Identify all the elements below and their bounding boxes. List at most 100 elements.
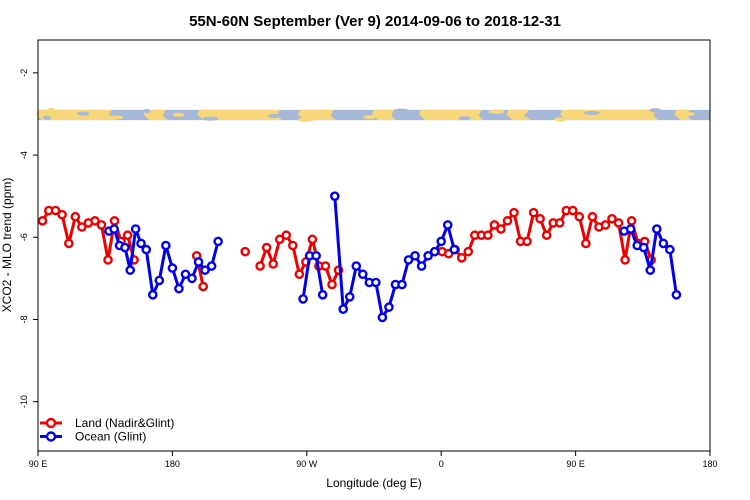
series-1-point-0-7 bbox=[141, 244, 152, 255]
series-0-point-0-3 bbox=[57, 209, 67, 220]
map-strip-patch-15 bbox=[524, 113, 533, 118]
series-0-point-3-8 bbox=[307, 234, 318, 245]
series-0-point-0-2 bbox=[50, 205, 61, 216]
map-strip-patch-4 bbox=[172, 112, 185, 117]
series-1-point-2-4 bbox=[357, 269, 368, 280]
series-0-point-0-9 bbox=[96, 220, 107, 230]
y-axis: -10 -8 -6 -4 -2 bbox=[19, 69, 38, 408]
series-1-point-0-14 bbox=[187, 273, 197, 284]
series-0-line-0 bbox=[41, 209, 136, 262]
legend: Land (Nadir&Glint)Ocean (Glint) bbox=[40, 416, 174, 444]
x-tick-label-4: 90 E bbox=[566, 459, 585, 469]
series-1-point-3-1 bbox=[625, 224, 636, 234]
series-0-point-4-7 bbox=[483, 230, 493, 241]
series-0-point-0-13 bbox=[122, 230, 133, 241]
map-strip-patch-13 bbox=[458, 116, 471, 121]
series-0-point-3-1 bbox=[261, 242, 272, 253]
series-1-line-3 bbox=[623, 227, 678, 296]
series-0-point-3-5 bbox=[287, 240, 298, 251]
y-tick-label-2: -6 bbox=[19, 233, 29, 241]
series-1-point-0-8 bbox=[147, 290, 158, 300]
series-0-point-4-23 bbox=[587, 211, 598, 222]
series-0 bbox=[37, 205, 657, 292]
series-0-point-3-0 bbox=[255, 261, 265, 271]
series-0-point-4-11 bbox=[509, 207, 519, 218]
x-tick-label-0: 90 E bbox=[29, 459, 48, 469]
series-1-point-3-3 bbox=[638, 242, 649, 253]
series-1-point-2-11 bbox=[403, 255, 414, 265]
series-0-point-4-15 bbox=[535, 213, 545, 224]
x-tick-label-2: 90 W bbox=[296, 459, 318, 469]
series-1-point-0-10 bbox=[161, 240, 171, 251]
series-0-point-4-16 bbox=[541, 230, 552, 241]
map-strip-patch-3 bbox=[142, 109, 151, 114]
series-1-point-0-9 bbox=[154, 275, 165, 286]
series-1-point-0-12 bbox=[174, 283, 184, 294]
series-0-point-4-14 bbox=[528, 207, 539, 218]
map-strip-patch-5 bbox=[202, 116, 219, 121]
series-0-point-4-3 bbox=[456, 253, 467, 263]
legend-marker-1 bbox=[45, 431, 57, 442]
series-1-point-3-8 bbox=[671, 290, 682, 300]
series-0-point-4-21 bbox=[574, 211, 585, 222]
series-1-point-0-6 bbox=[136, 238, 146, 249]
map-strip-patch-0 bbox=[47, 107, 56, 112]
legend-marker-0 bbox=[45, 417, 57, 429]
series-1-point-3-6 bbox=[658, 238, 669, 249]
series-0-point-0-4 bbox=[64, 238, 74, 249]
series-0-point-3-10 bbox=[320, 261, 331, 271]
map-strip-patch-9 bbox=[333, 111, 342, 116]
series-0-point-3-4 bbox=[281, 230, 292, 241]
series-0-point-3-2 bbox=[268, 259, 279, 269]
map-strip-land-2 bbox=[197, 109, 282, 121]
chart-title: 55N-60N September (Ver 9) 2014-09-06 to … bbox=[189, 13, 561, 30]
y-tick-label-1: -8 bbox=[19, 315, 29, 323]
map-strip-patch-19 bbox=[649, 108, 662, 113]
series-0-point-4-26 bbox=[607, 213, 617, 224]
series-1-point-2-1 bbox=[338, 304, 349, 315]
series-1-point-2-3 bbox=[351, 261, 362, 271]
series-1-point-2-18 bbox=[449, 244, 460, 255]
series-0-point-3-3 bbox=[274, 234, 285, 245]
series-0-point-4-20 bbox=[568, 205, 578, 216]
x-tick-label-5: 180 bbox=[702, 459, 717, 469]
series-1-point-2-8 bbox=[384, 302, 394, 312]
series-0-point-2-0 bbox=[240, 246, 250, 257]
x-tick-label-3: 0 bbox=[439, 459, 444, 469]
series-0-point-0-11 bbox=[109, 216, 120, 226]
map-strip-patch-7 bbox=[267, 113, 280, 118]
map-strip-patch-10 bbox=[363, 115, 376, 120]
series-1-point-2-12 bbox=[410, 250, 420, 261]
map-strip-patch-16 bbox=[554, 117, 567, 122]
map-strip-patch-8 bbox=[297, 117, 314, 122]
map-strip-land-5 bbox=[419, 109, 484, 121]
series-0-point-4-8 bbox=[489, 220, 500, 230]
map-strip-patch-12 bbox=[428, 112, 437, 117]
series-1-point-1-0 bbox=[298, 294, 308, 304]
series-1-point-1-3 bbox=[317, 290, 328, 300]
series-0-point-0-10 bbox=[103, 255, 113, 265]
map-strip-patch-18 bbox=[619, 114, 628, 119]
series-1-point-2-10 bbox=[397, 279, 407, 290]
x-axis-label: Longitude (deg E) bbox=[326, 476, 421, 490]
series-1-point-0-1 bbox=[109, 224, 119, 234]
series-1-point-3-5 bbox=[652, 224, 662, 234]
legend-label-0: Land (Nadir&Glint) bbox=[75, 416, 174, 430]
y-tick-label-3: -4 bbox=[19, 151, 29, 159]
series-0-point-4-28 bbox=[620, 255, 630, 265]
series-0-point-0-0 bbox=[37, 216, 48, 226]
y-tick-label-4: -2 bbox=[19, 69, 29, 77]
series-1-point-2-2 bbox=[344, 292, 355, 302]
series-1-point-2-13 bbox=[416, 261, 427, 271]
map-strip-patch-2 bbox=[107, 115, 124, 120]
series-1-point-0-18 bbox=[213, 236, 223, 247]
series-0-point-0-8 bbox=[90, 216, 100, 226]
map-strip-land-0 bbox=[36, 109, 114, 121]
series-1-point-2-17 bbox=[442, 220, 453, 230]
series-0-point-3-6 bbox=[294, 269, 305, 280]
map-strip-patch-21 bbox=[42, 115, 51, 120]
series-0-point-0-5 bbox=[70, 211, 81, 222]
series-1-point-0-13 bbox=[180, 269, 191, 280]
map-strip-patch-11 bbox=[393, 108, 410, 113]
